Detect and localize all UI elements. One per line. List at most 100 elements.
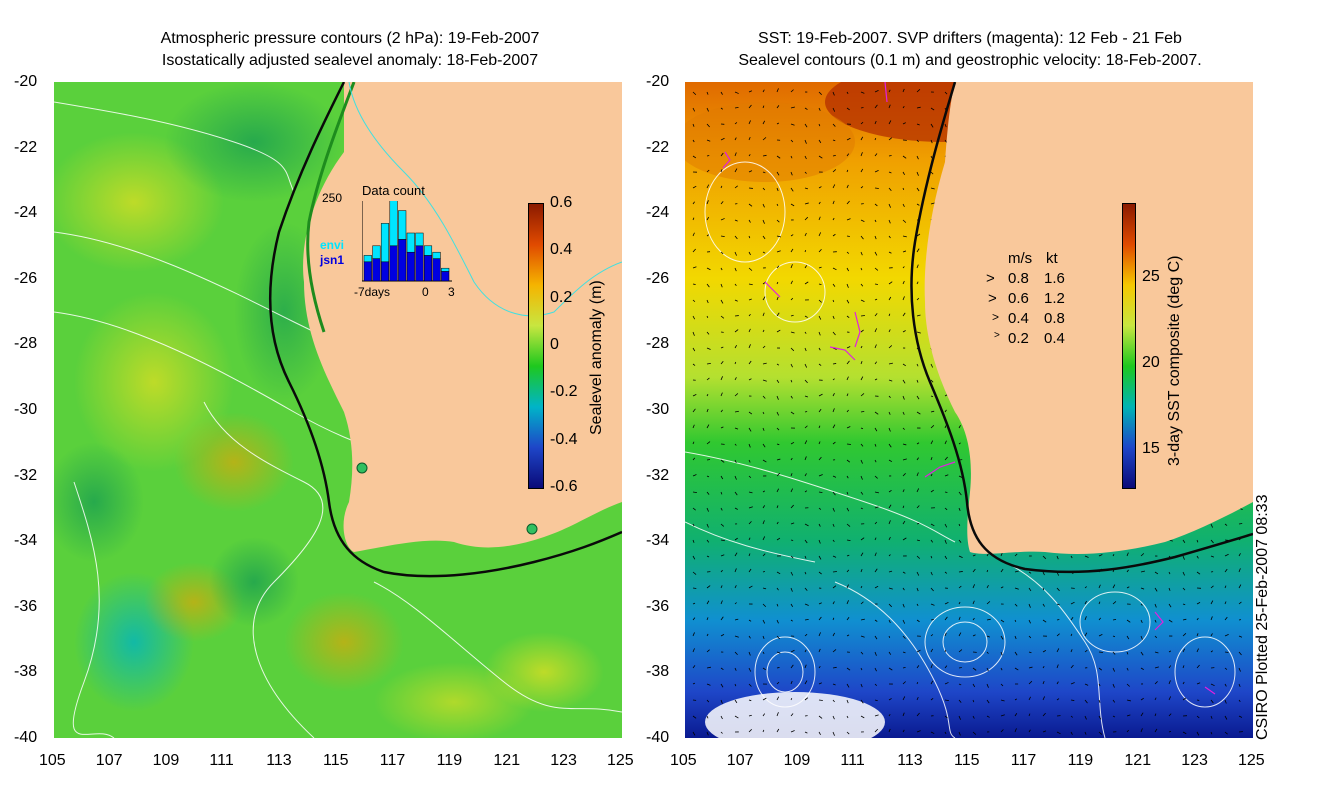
legend-arrow-2: > xyxy=(988,290,997,307)
left-x-tick-label: 113 xyxy=(266,752,292,769)
inset-xlabel-zero: 0 xyxy=(422,285,429,299)
sst-colorbar-label: 3-day SST composite (deg C) xyxy=(1166,255,1183,466)
australia-landmass xyxy=(924,82,1253,554)
left-y-tick-label: -30 xyxy=(14,401,38,418)
sst-colorbar xyxy=(1122,203,1136,489)
sealevel-tick-label: -0.4 xyxy=(550,430,578,448)
data-count-inset: Data count 250 envi jsn1 -7days 0 3 xyxy=(318,183,458,299)
inset-bar-envi xyxy=(380,223,390,263)
legend-kt-3: 0.8 xyxy=(1044,310,1065,327)
left-x-tick-label: 119 xyxy=(436,752,463,769)
sst-tick-25: 25 xyxy=(1142,268,1160,285)
sealevel-tick-label: 0.2 xyxy=(550,288,573,306)
left-y-tick-label: -28 xyxy=(14,335,38,353)
left-y-tick-label: -24 xyxy=(14,204,38,222)
left-title-line1: Atmospheric pressure contours (2 hPa): 1… xyxy=(160,30,540,47)
inset-bar-jsn1 xyxy=(363,261,372,282)
left-x-tick-label: 115 xyxy=(323,752,349,769)
legend-ms-1: 0.8 xyxy=(1008,270,1029,287)
sealevel-colorbar-label: Sealevel anomaly (m) xyxy=(588,280,605,435)
inset-ymax-label: 250 xyxy=(322,191,343,205)
left-x-tick-label: 121 xyxy=(493,752,521,769)
inset-bar-jsn1 xyxy=(372,258,381,282)
sealevel-tick-label: 0 xyxy=(550,336,559,353)
cloud-mask xyxy=(705,692,885,738)
inset-bar-envi xyxy=(415,232,424,247)
right-y-tick-label: -20 xyxy=(646,73,670,90)
inset-bar-envi xyxy=(441,267,450,272)
legend-arrow-1: > xyxy=(986,270,995,287)
legend-header-kt: kt xyxy=(1046,250,1058,267)
legend-kt-1: 1.6 xyxy=(1044,270,1065,287)
legend-kt-2: 1.2 xyxy=(1044,290,1065,307)
left-x-tick-label: 123 xyxy=(550,752,577,769)
right-y-tick-label: -38 xyxy=(646,663,670,681)
legend-kt-4: 0.4 xyxy=(1044,330,1065,347)
left-x-tick-label: 109 xyxy=(152,752,180,769)
left-y-tick-label: -40 xyxy=(14,729,38,746)
right-x-tick-label: 117 xyxy=(1010,752,1037,769)
tide-gauge-dot xyxy=(526,523,538,535)
tide-gauge-dot xyxy=(356,462,368,474)
envi-label: envi xyxy=(320,238,345,252)
coastline xyxy=(269,82,622,578)
inset-bar-envi xyxy=(372,245,381,259)
inset-bar-chart xyxy=(362,201,452,282)
right-y-tick-label: -30 xyxy=(646,401,670,418)
right-y-tick-label: -26 xyxy=(646,269,670,287)
inset-bar-envi xyxy=(423,245,433,256)
left-y-tick-label: -32 xyxy=(14,466,38,484)
right-y-tick-label: -32 xyxy=(646,466,670,484)
legend-arrow-4: > xyxy=(994,330,1000,341)
inset-bar-jsn1 xyxy=(415,245,424,282)
sealevel-tick-label: 0.4 xyxy=(550,241,573,259)
sealevel-colorbar xyxy=(528,203,544,489)
sst-tick-20: 20 xyxy=(1142,354,1160,371)
inset-xlabel-end: 3 xyxy=(448,285,455,299)
inset-bar-jsn1 xyxy=(398,239,407,282)
jsn1-label: jsn1 xyxy=(320,253,345,267)
inset-bar-jsn1 xyxy=(432,258,441,282)
left-y-tick-label: -36 xyxy=(14,597,38,615)
right-x-tick-label: 111 xyxy=(840,752,865,769)
sealevel-contours xyxy=(685,161,1236,738)
left-y-tick-label: -26 xyxy=(14,269,38,287)
left-x-tick-label: 107 xyxy=(95,752,123,769)
inset-bar-envi xyxy=(406,232,415,253)
right-y-tick-label: -34 xyxy=(646,532,670,550)
right-y-tick-label: -36 xyxy=(646,597,670,615)
right-y-tick-label: -28 xyxy=(646,335,670,353)
coastline xyxy=(910,82,1253,574)
inset-bar-jsn1 xyxy=(389,245,398,282)
sealevel-tick-label: -0.6 xyxy=(550,478,578,495)
right-x-tick-label: 125 xyxy=(1238,752,1265,769)
inset-bar-jsn1 xyxy=(406,251,415,282)
right-x-tick-label: 115 xyxy=(954,752,980,769)
right-x-tick-label: 119 xyxy=(1067,752,1094,769)
csiro-credit: CSIRO Plotted 25-Feb-2007 08:33 xyxy=(1254,494,1271,740)
inset-bar-envi xyxy=(398,210,407,240)
legend-header-ms: m/s xyxy=(1008,250,1033,267)
legend-ms-4: 0.2 xyxy=(1008,330,1029,347)
right-title-line1: SST: 19-Feb-2007. SVP drifters (magenta)… xyxy=(758,30,1182,47)
legend-ms-2: 0.6 xyxy=(1008,290,1029,307)
right-x-tick-label: 113 xyxy=(897,752,923,769)
inset-bar-jsn1 xyxy=(380,261,390,282)
sealevel-tick-label: -0.2 xyxy=(550,383,578,401)
right-x-tick-label: 107 xyxy=(726,752,754,769)
left-x-tick-label: 105 xyxy=(39,752,66,769)
inset-bar-envi xyxy=(389,201,398,247)
right-x-tick-label: 109 xyxy=(783,752,811,769)
inset-xlabel-start: -7days xyxy=(354,285,391,299)
sealevel-tick-label: 0.6 xyxy=(550,194,573,211)
svp-drifter-tracks xyxy=(722,82,1216,695)
legend-ms-3: 0.4 xyxy=(1008,310,1029,327)
legend-arrow-3: > xyxy=(992,310,1000,324)
left-y-tick-label: -38 xyxy=(14,663,38,681)
velocity-legend: m/s kt > 0.8 1.6 > 0.6 1.2 > 0.4 0.8 > 0… xyxy=(986,250,1096,350)
right-sst-map xyxy=(685,82,1253,738)
right-x-tick-label: 105 xyxy=(670,752,697,769)
left-title-line2: Isostatically adjusted sealevel anomaly:… xyxy=(161,52,539,69)
state-border xyxy=(348,82,622,317)
inset-bar-jsn1 xyxy=(441,271,450,282)
